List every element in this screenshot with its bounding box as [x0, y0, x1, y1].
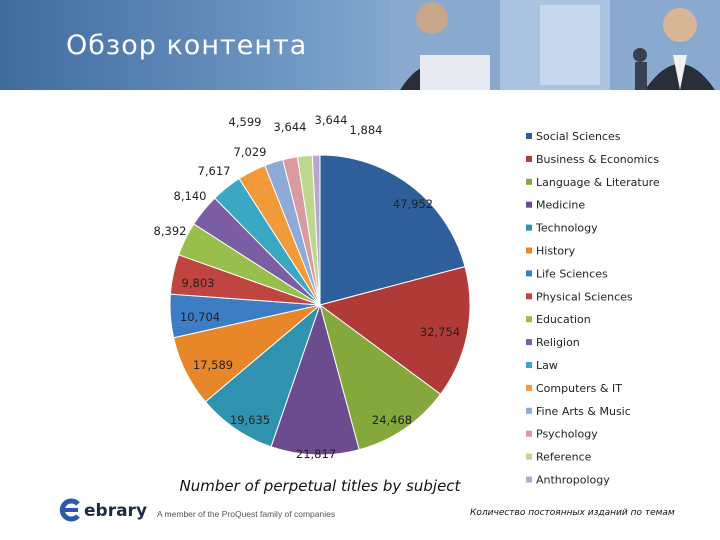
data-label-computers-and-it: 7,029	[234, 145, 267, 159]
data-label-language-and-literature: 24,468	[372, 413, 412, 427]
legend-label-social-sciences: Social Sciences	[536, 130, 621, 143]
people-photo-icon	[390, 0, 720, 90]
data-label-law: 7,617	[198, 164, 231, 178]
page-title: Обзор контента	[66, 30, 308, 61]
data-label-medicine: 21,817	[296, 447, 336, 461]
legend-label-fine-arts-and-music: Fine Arts & Music	[536, 405, 631, 418]
legend-label-history: History	[536, 245, 576, 258]
header-banner: Обзор контента	[0, 0, 720, 90]
brand-name: ebrary	[84, 501, 148, 521]
legend-swatch-technology	[526, 224, 532, 231]
pie-slice-medicine	[270, 303, 360, 456]
legend-label-language-and-literature: Language & Literature	[536, 176, 660, 189]
legend-label-physical-sciences: Physical Sciences	[536, 290, 633, 303]
data-label-technology: 19,635	[230, 413, 270, 427]
data-label-education: 8,392	[154, 224, 187, 238]
brand-tagline: A member of the ProQuest family of compa…	[157, 509, 336, 519]
legend-swatch-business-and-economics	[526, 155, 532, 162]
data-label-religion: 8,140	[174, 189, 207, 203]
legend-label-education: Education	[536, 313, 591, 326]
pie-slice-social-sciences	[319, 154, 466, 306]
legend-label-technology: Technology	[535, 222, 598, 235]
pie-slice-anthropology	[311, 154, 321, 306]
legend-label-religion: Religion	[536, 336, 580, 349]
legend-label-life-sciences: Life Sciences	[536, 267, 608, 280]
data-label-social-sciences: 47,952	[393, 197, 433, 211]
legend-swatch-life-sciences	[526, 270, 532, 277]
legend-label-anthropology: Anthropology	[536, 474, 610, 487]
data-label-history: 17,589	[193, 358, 233, 372]
legend-swatch-reference	[526, 453, 532, 460]
legend-label-reference: Reference	[536, 451, 592, 464]
legend-swatch-social-sciences	[526, 133, 532, 139]
legend-swatch-psychology	[526, 430, 532, 437]
legend-swatch-education	[526, 316, 532, 323]
legend-swatch-religion	[526, 339, 532, 346]
data-label-life-sciences: 10,704	[180, 310, 220, 324]
legend-label-business-and-economics: Business & Economics	[536, 153, 659, 166]
data-label-physical-sciences: 9,803	[182, 276, 215, 290]
data-label-psychology: 3,644	[274, 120, 307, 134]
legend-swatch-computers-and-it	[526, 384, 532, 391]
chart-legend: Social Sciences Business & Economics Langu…	[526, 130, 660, 487]
legend-swatch-language-and-literature	[526, 178, 532, 185]
legend-label-medicine: Medicine	[536, 199, 585, 212]
legend-label-computers-and-it: Computers & IT	[536, 382, 622, 395]
legend-swatch-history	[526, 247, 532, 254]
pie-slices	[169, 154, 471, 456]
pie-slice-business-and-economics	[318, 265, 471, 395]
legend-swatch-anthropology	[526, 476, 532, 483]
slide-caption: Количество постоянных изданий по темам	[470, 508, 675, 518]
legend-label-law: Law	[536, 359, 558, 372]
data-label-reference: 3,644	[315, 113, 348, 127]
data-label-anthropology: 1,884	[350, 123, 383, 137]
legend-swatch-fine-arts-and-music	[526, 407, 532, 414]
data-label-fine-arts-and-music: 4,599	[229, 115, 262, 129]
data-label-business-and-economics: 32,754	[420, 325, 460, 339]
legend-label-psychology: Psychology	[536, 428, 598, 441]
legend-swatch-law	[526, 362, 532, 368]
chart-title: Number of perpetual titles by subject	[180, 477, 462, 495]
legend-swatch-physical-sciences	[526, 293, 532, 300]
legend-swatch-medicine	[526, 201, 532, 208]
ebrary-logo-icon	[59, 498, 80, 522]
pie-slice-language-and-literature	[319, 303, 442, 451]
pie-data-labels: 47,952 32,754 24,468 21,817 19,635 17,589 10,7…	[154, 113, 461, 461]
